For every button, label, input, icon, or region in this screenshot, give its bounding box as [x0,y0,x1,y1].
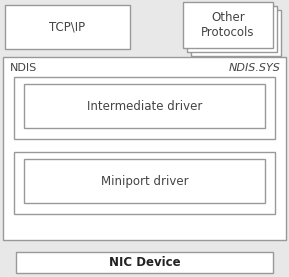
Text: NDIS: NDIS [10,63,37,73]
Text: NIC Device: NIC Device [109,256,180,269]
Text: Other
Protocols: Other Protocols [201,11,255,39]
Bar [5,5,130,49]
Bar [187,6,277,52]
Bar [3,57,286,240]
Bar [14,152,275,214]
Bar [16,252,273,273]
Bar [14,77,275,139]
Text: Miniport driver: Miniport driver [101,175,188,188]
Text: NDIS.SYS: NDIS.SYS [229,63,281,73]
Bar [183,2,273,48]
Bar [24,159,265,203]
Text: Intermediate driver: Intermediate driver [87,99,202,112]
Bar [191,10,281,56]
Bar [24,84,265,128]
Text: TCP\IP: TCP\IP [49,20,86,34]
